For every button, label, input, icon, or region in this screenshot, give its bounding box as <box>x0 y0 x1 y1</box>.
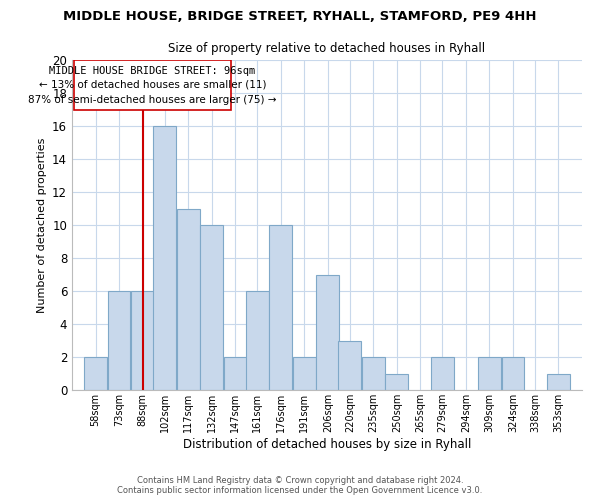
Text: MIDDLE HOUSE, BRIDGE STREET, RYHALL, STAMFORD, PE9 4HH: MIDDLE HOUSE, BRIDGE STREET, RYHALL, STA… <box>63 10 537 23</box>
Bar <box>316 274 339 390</box>
Y-axis label: Number of detached properties: Number of detached properties <box>37 138 47 312</box>
Bar <box>338 340 361 390</box>
Text: Contains HM Land Registry data © Crown copyright and database right 2024.
Contai: Contains HM Land Registry data © Crown c… <box>118 476 482 495</box>
Text: 87% of semi-detached houses are larger (75) →: 87% of semi-detached houses are larger (… <box>28 94 277 104</box>
Bar <box>246 291 269 390</box>
Text: ← 13% of detached houses are smaller (11): ← 13% of detached houses are smaller (11… <box>38 80 266 90</box>
Bar <box>431 357 454 390</box>
Bar <box>108 291 130 390</box>
Bar <box>153 126 176 390</box>
Bar <box>200 225 223 390</box>
Bar <box>502 357 524 390</box>
Bar <box>362 357 385 390</box>
Bar <box>547 374 570 390</box>
Bar <box>177 208 199 390</box>
Bar <box>293 357 316 390</box>
X-axis label: Distribution of detached houses by size in Ryhall: Distribution of detached houses by size … <box>183 438 471 450</box>
Bar <box>269 225 292 390</box>
Bar <box>74 60 231 110</box>
Title: Size of property relative to detached houses in Ryhall: Size of property relative to detached ho… <box>169 42 485 54</box>
Bar <box>84 357 107 390</box>
Text: MIDDLE HOUSE BRIDGE STREET: 96sqm: MIDDLE HOUSE BRIDGE STREET: 96sqm <box>49 66 256 76</box>
Bar <box>478 357 501 390</box>
Bar <box>385 374 408 390</box>
Bar <box>224 357 247 390</box>
Bar <box>131 291 154 390</box>
